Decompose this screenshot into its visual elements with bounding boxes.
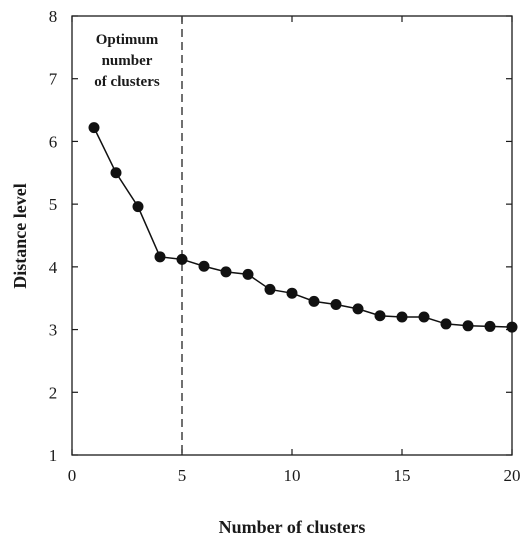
data-point [220, 266, 232, 278]
data-point [418, 311, 430, 323]
data-point [484, 320, 496, 332]
data-point [286, 287, 298, 299]
annotation-line: number [102, 53, 153, 69]
data-point [176, 253, 188, 265]
x-tick-label: 5 [178, 466, 187, 485]
x-axis-title: Number of clusters [219, 517, 366, 537]
data-point [440, 318, 452, 330]
data-point [330, 298, 342, 310]
data-points [88, 122, 518, 333]
y-tick-label: 8 [49, 7, 58, 26]
data-point [374, 310, 386, 322]
data-point [462, 320, 474, 332]
y-tick-label: 6 [49, 132, 58, 151]
axis-tick-labels: 0 5 10 15 20 1 2 3 4 5 6 7 8 [49, 7, 521, 485]
annotation-line: of clusters [94, 74, 160, 90]
y-tick-label: 2 [49, 383, 58, 402]
y-tick-label: 1 [49, 446, 58, 465]
data-point [396, 311, 408, 323]
x-tick-label: 10 [284, 466, 301, 485]
x-tick-label: 20 [504, 466, 521, 485]
data-point [110, 167, 122, 179]
optimum-annotation: Optimum number of clusters [94, 32, 160, 90]
data-point [132, 201, 144, 213]
data-point [506, 321, 518, 333]
y-tick-label: 7 [49, 70, 58, 89]
y-tick-label: 4 [49, 258, 58, 277]
data-point [264, 283, 276, 295]
data-point [242, 268, 254, 280]
y-tick-label: 5 [49, 195, 58, 214]
annotation-line: Optimum [96, 32, 159, 48]
data-point [88, 122, 100, 134]
x-tick-label: 15 [394, 466, 411, 485]
x-tick-label: 0 [68, 466, 77, 485]
y-tick-label: 3 [49, 321, 58, 340]
data-point [308, 295, 320, 307]
data-point [198, 260, 210, 272]
data-point [352, 303, 364, 315]
y-axis-title: Distance level [10, 183, 30, 288]
data-point [154, 251, 166, 263]
series-line [93, 127, 513, 328]
